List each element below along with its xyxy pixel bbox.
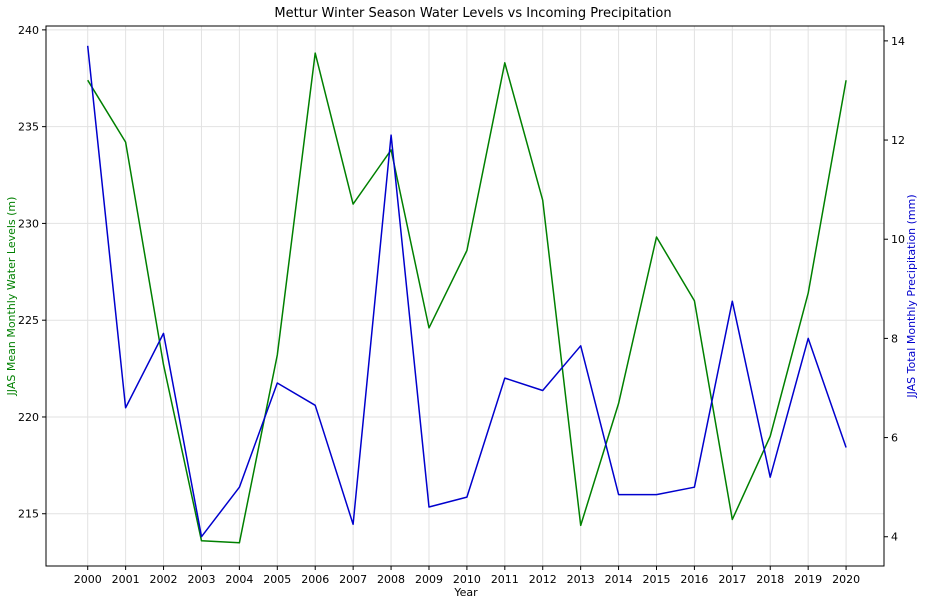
x-tick-label: 2014 — [605, 573, 633, 586]
y-left-tick-label: 240 — [18, 24, 39, 37]
x-axis: 2000 2001 2002 2003 2004 2005 2006 2007 2008 2009… — [74, 566, 860, 586]
x-tick-label: 2007 — [339, 573, 367, 586]
y-axis-left-label: JJAS Mean Monthly Water Levels (m) — [5, 197, 18, 397]
y-left-tick-label: 225 — [18, 314, 39, 327]
y-axis-right-label: JJAS Total Monthly Precipitation (mm) — [905, 194, 918, 398]
water-level-line — [87, 52, 847, 544]
chart-title: Mettur Winter Season Water Levels vs Inc… — [274, 6, 671, 21]
plot-frame — [45, 25, 885, 567]
y-axis-left: 215 220 225 230 235 240 — [18, 24, 46, 521]
y-axis-right: 4 6 8 10 12 14 — [884, 35, 905, 544]
x-tick-label: 2006 — [301, 573, 329, 586]
x-tick-label: 2020 — [832, 573, 860, 586]
x-tick-label: 2013 — [567, 573, 595, 586]
x-tick-label: 2019 — [794, 573, 822, 586]
x-tick-label: 2005 — [263, 573, 291, 586]
x-tick-label: 2015 — [642, 573, 670, 586]
precipitation-line — [86, 45, 847, 538]
series-lines — [86, 45, 847, 544]
x-tick-label: 2001 — [112, 573, 140, 586]
y-right-tick-label: 4 — [891, 531, 898, 544]
x-axis-label: Year — [453, 586, 478, 599]
y-left-tick-label: 220 — [18, 411, 39, 424]
grid — [46, 26, 884, 566]
x-tick-label: 2000 — [74, 573, 102, 586]
y-right-tick-label: 14 — [891, 35, 905, 48]
x-tick-label: 2004 — [225, 573, 253, 586]
y-left-tick-label: 215 — [18, 508, 39, 521]
x-tick-label: 2012 — [529, 573, 557, 586]
x-tick-label: 2018 — [756, 573, 784, 586]
y-right-tick-label: 6 — [891, 432, 898, 445]
y-right-tick-label: 12 — [891, 134, 905, 147]
y-left-tick-label: 230 — [18, 217, 39, 230]
x-tick-label: 2008 — [377, 573, 405, 586]
x-tick-label: 2002 — [150, 573, 178, 586]
y-left-tick-label: 235 — [18, 121, 39, 134]
x-tick-label: 2010 — [453, 573, 481, 586]
x-tick-label: 2017 — [718, 573, 746, 586]
x-tick-label: 2009 — [415, 573, 443, 586]
x-tick-label: 2011 — [491, 573, 519, 586]
x-tick-label: 2016 — [680, 573, 708, 586]
y-right-tick-label: 10 — [891, 233, 905, 246]
y-right-tick-label: 8 — [891, 332, 898, 345]
x-tick-label: 2003 — [187, 573, 215, 586]
